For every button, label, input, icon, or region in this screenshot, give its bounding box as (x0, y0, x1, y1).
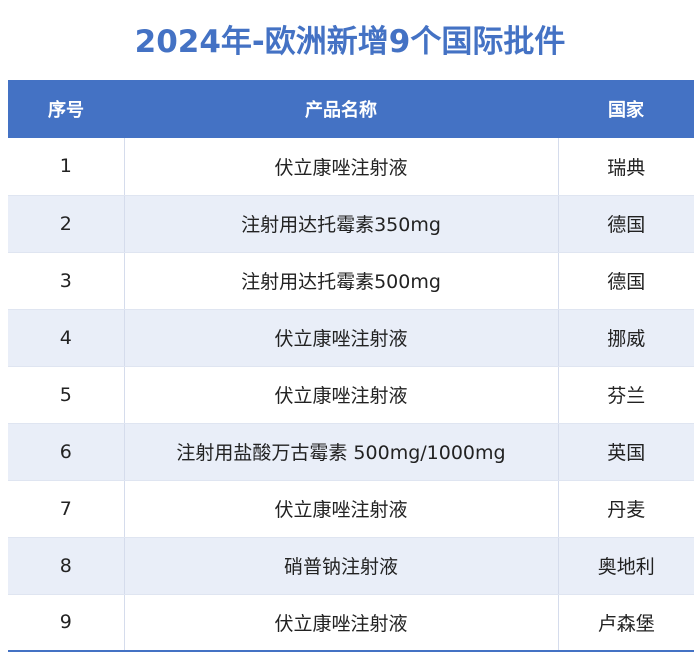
table-row: 3 注射用达托霉素500mg 德国 (8, 252, 694, 310)
cell-country: 德国 (557, 252, 694, 310)
table-row: 5 伏立康唑注射液 芬兰 (8, 366, 694, 424)
header-no: 序号 (48, 100, 84, 121)
table-row: 9 伏立康唑注射液 卢森堡 (8, 594, 694, 652)
cell-country: 卢森堡 (557, 594, 694, 652)
cell-no: 9 (8, 594, 124, 652)
table-row: 2 注射用达托霉素350mg 德国 (8, 195, 694, 253)
cell-product: 注射用达托霉素350mg (123, 195, 558, 253)
page-title: 2024年-欧洲新增9个国际批件 (134, 24, 566, 60)
approval-table: 序号 产品名称 国家 1 伏立康唑注射液 瑞典 2 注射用达托霉素350mg 德… (8, 80, 694, 652)
cell-no: 2 (8, 195, 124, 253)
cell-no: 4 (8, 309, 124, 367)
cell-product: 注射用达托霉素500mg (123, 252, 558, 310)
cell-no: 3 (8, 252, 124, 310)
table-row: 7 伏立康唑注射液 丹麦 (8, 480, 694, 538)
cell-no: 6 (8, 423, 124, 481)
cell-product: 伏立康唑注射液 (123, 594, 558, 652)
table-row: 6 注射用盐酸万古霉素 500mg/1000mg 英国 (8, 423, 694, 481)
cell-product: 伏立康唑注射液 (123, 480, 558, 538)
cell-country: 芬兰 (557, 366, 694, 424)
cell-country: 奥地利 (557, 537, 694, 595)
cell-product: 伏立康唑注射液 (123, 138, 558, 196)
table-header-row: 序号 产品名称 国家 (8, 80, 694, 138)
cell-no: 8 (8, 537, 124, 595)
cell-product: 伏立康唑注射液 (123, 366, 558, 424)
cell-country: 德国 (557, 195, 694, 253)
header-country: 国家 (608, 100, 644, 121)
cell-product: 注射用盐酸万古霉素 500mg/1000mg (123, 423, 558, 481)
cell-country: 挪威 (557, 309, 694, 367)
cell-product: 硝普钠注射液 (123, 537, 558, 595)
cell-country: 英国 (557, 423, 694, 481)
cell-no: 7 (8, 480, 124, 538)
cell-country: 丹麦 (557, 480, 694, 538)
cell-no: 1 (8, 138, 124, 196)
table-row: 4 伏立康唑注射液 挪威 (8, 309, 694, 367)
table-row: 8 硝普钠注射液 奥地利 (8, 537, 694, 595)
cell-product: 伏立康唑注射液 (123, 309, 558, 367)
cell-no: 5 (8, 366, 124, 424)
cell-country: 瑞典 (557, 138, 694, 196)
table-row: 1 伏立康唑注射液 瑞典 (8, 138, 694, 196)
header-product: 产品名称 (305, 100, 377, 121)
